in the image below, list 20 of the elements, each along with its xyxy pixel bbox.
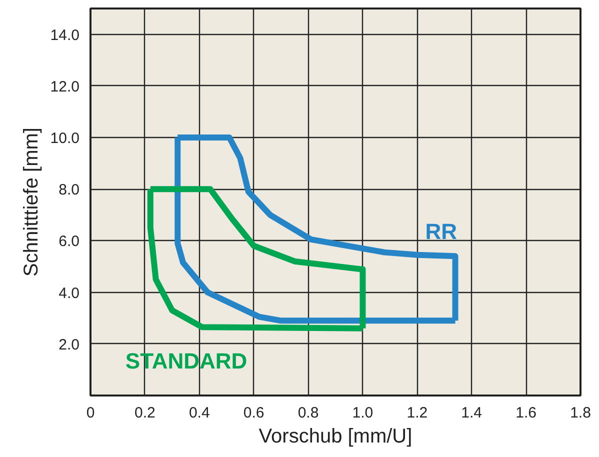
x-tick-label: 0.2 bbox=[134, 404, 156, 422]
x-axis-title: Vorschub [mm/U] bbox=[258, 426, 412, 448]
x-tick-label: 0.8 bbox=[298, 404, 319, 422]
y-tick-label: 14.0 bbox=[50, 26, 80, 44]
x-tick-label: 1.6 bbox=[516, 404, 536, 422]
series-label: RR bbox=[425, 219, 458, 244]
y-tick-label: 6.0 bbox=[58, 233, 80, 250]
x-tick-label: 0 bbox=[86, 404, 95, 422]
x-tick-label: 0.4 bbox=[188, 404, 210, 422]
y-tick-label: 2.0 bbox=[58, 336, 80, 354]
x-tick-label: 1.4 bbox=[461, 404, 482, 422]
y-tick-label: 4.0 bbox=[58, 284, 80, 302]
x-tick-label: 1.2 bbox=[406, 404, 428, 422]
y-tick-label: 8.0 bbox=[58, 182, 80, 199]
x-tick-label: 1.8 bbox=[570, 404, 591, 422]
x-tick-label: 0.6 bbox=[243, 404, 264, 422]
y-tick-label: 12.0 bbox=[50, 78, 80, 96]
y-tick-label: 10.0 bbox=[50, 130, 80, 147]
y-axis-title: Schnitttiefe [mm] bbox=[20, 128, 42, 276]
x-tick-label: 1.0 bbox=[352, 404, 374, 422]
